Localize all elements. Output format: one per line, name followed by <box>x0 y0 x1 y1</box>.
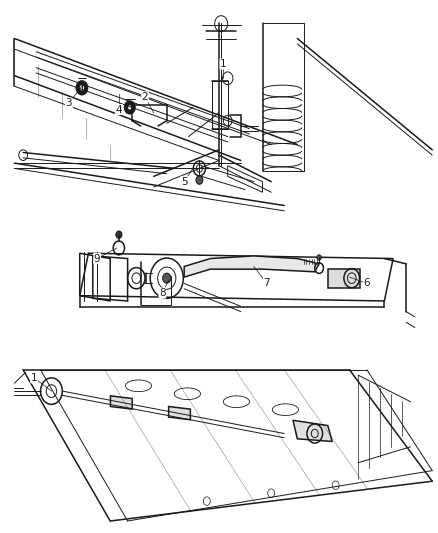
Text: 9: 9 <box>94 254 100 263</box>
Text: 8: 8 <box>159 288 166 298</box>
Text: 5: 5 <box>181 176 187 187</box>
Polygon shape <box>169 407 191 419</box>
Text: 4: 4 <box>116 104 122 115</box>
Circle shape <box>76 81 88 95</box>
Circle shape <box>124 101 135 114</box>
Polygon shape <box>328 269 360 288</box>
Circle shape <box>116 231 122 238</box>
Text: 3: 3 <box>66 98 72 108</box>
Circle shape <box>317 255 321 260</box>
Polygon shape <box>184 256 319 277</box>
Text: 6: 6 <box>364 278 370 288</box>
Circle shape <box>162 273 171 283</box>
Text: 1: 1 <box>220 59 226 69</box>
Circle shape <box>127 105 132 110</box>
Text: 2: 2 <box>142 92 148 102</box>
Polygon shape <box>293 420 332 441</box>
Text: 1: 1 <box>31 373 37 383</box>
Polygon shape <box>110 396 132 409</box>
Circle shape <box>79 85 85 91</box>
Text: 7: 7 <box>264 278 270 288</box>
Circle shape <box>196 176 203 184</box>
